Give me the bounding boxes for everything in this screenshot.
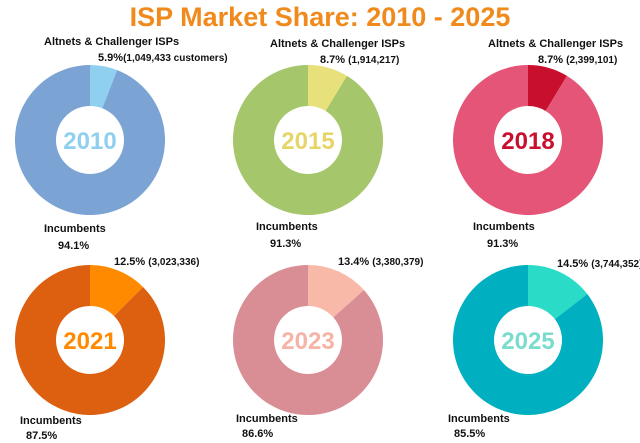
altnets-slice-2023 [308,265,364,318]
year-label-2025: 2025 [501,328,554,355]
altnets-count-2021: (3,023,336) [148,257,200,268]
altnets-slice-2010 [90,65,118,109]
incumbents-pct-2025: 85.5% [454,428,486,440]
incumbents-label-2010: Incumbents [44,223,106,235]
altnets-slice-2025 [528,265,588,320]
year-label-2015: 2015 [281,128,334,155]
altnets-pct-2023: 13.4% (3,380,379) [338,256,423,268]
altnets-pct-text-2015: 8.7% [320,54,346,66]
year-label-2021: 2021 [63,328,116,355]
altnets-pct-2015: 8.7% (1,914,217) [320,54,399,66]
altnets-count-2025: (3,744,352) [591,259,640,270]
year-label-2010: 2010 [63,128,116,155]
incumbents-pct-2010: 94.1% [58,240,90,252]
altnets-count-2010: (1,049,433 customers) [123,53,228,64]
year-label-2023: 2023 [281,328,334,355]
altnets-label-2018: Altnets & Challenger ISPs [488,38,624,50]
incumbents-slice-2021 [15,265,166,415]
incumbents-slice-2018 [453,65,603,216]
incumbents-slice-2015 [232,65,383,215]
incumbents-pct-2021: 87.5% [26,430,58,442]
incumbents-label-2023: Incumbents [236,413,298,425]
incumbents-pct-2023: 86.6% [242,428,274,440]
incumbents-label-2015: Incumbents [256,221,318,233]
altnets-label-2010: Altnets & Challenger ISPs [44,36,180,48]
incumbents-slice-2010 [15,65,166,216]
altnets-pct-text-2021: 12.5% [114,256,146,268]
altnets-count-2015: (1,914,217) [348,55,400,66]
incumbents-label-2021: Incumbents [20,415,82,427]
altnets-slice-2021 [90,265,144,316]
chart-title: ISP Market Share: 2010 - 2025 [129,2,511,32]
altnets-pct-text-2010: 5.9% [98,52,124,64]
altnets-label-2015: Altnets & Challenger ISPs [270,38,406,50]
incumbents-label-2025: Incumbents [448,413,510,425]
altnets-pct-2021: 12.5% (3,023,336) [114,256,199,268]
incumbents-pct-2015: 91.3% [270,238,302,250]
altnets-pct-2018: 8.7% (2,399,101) [538,54,617,66]
altnets-slice-2015 [308,65,347,111]
incumbents-pct-2018: 91.3% [487,238,519,250]
altnets-pct-text-2025: 14.5% [557,258,589,270]
altnets-pct-2025: 14.5% (3,744,352) [557,258,640,270]
incumbents-label-2018: Incumbents [473,221,535,233]
altnets-pct-text-2023: 13.4% [338,256,370,268]
altnets-pct-2010: 5.9%(1,049,433 customers) [98,52,228,64]
year-label-2018: 2018 [501,128,554,155]
altnets-count-2018: (2,399,101) [566,55,618,66]
altnets-count-2023: (3,380,379) [372,257,424,268]
altnets-pct-text-2018: 8.7% [538,54,564,66]
incumbents-slice-2023 [233,265,383,415]
altnets-slice-2018 [528,65,567,111]
incumbents-slice-2025 [452,265,603,416]
